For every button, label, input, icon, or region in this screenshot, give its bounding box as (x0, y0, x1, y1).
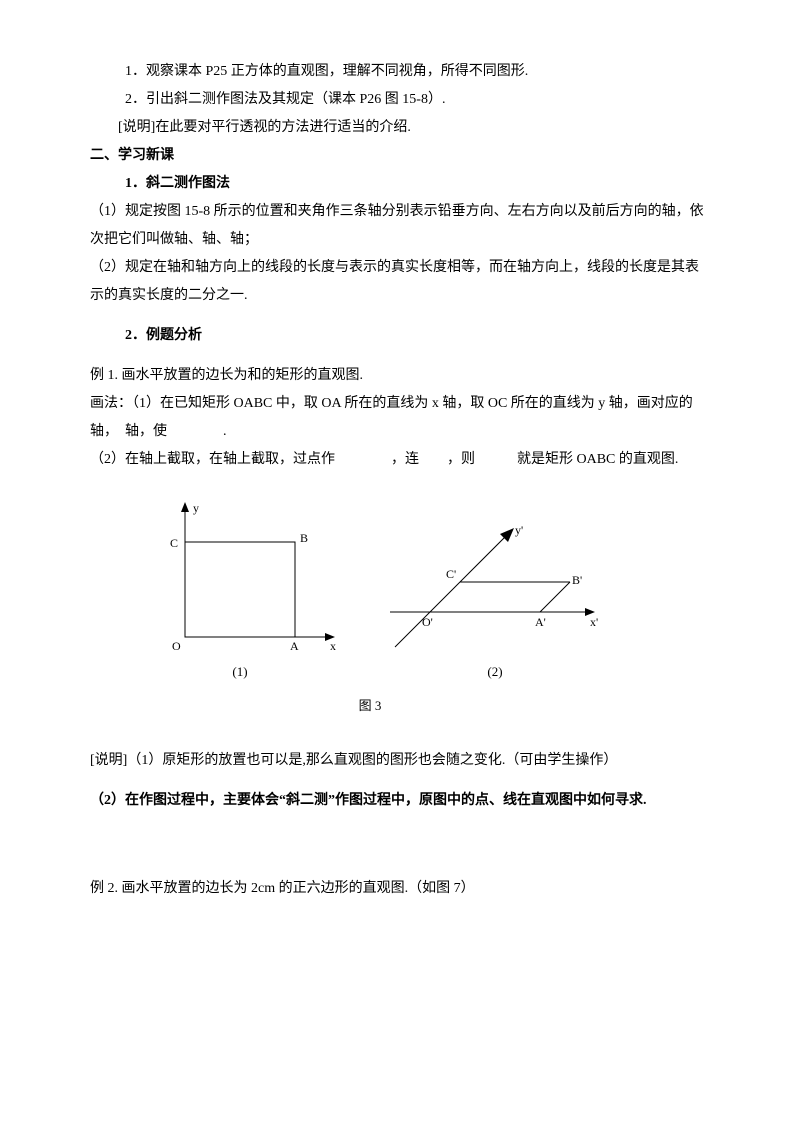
sub1-p2: （2）规定在轴和轴方向上的线段的长度与表示的真实长度相等，而在轴方向上，线段的长… (90, 254, 710, 310)
figure-3-svg: y x C B O A x' (130, 492, 610, 657)
figure-left: y x C B O A (170, 501, 336, 653)
intro-item-2: 2．引出斜二测作图法及其规定（课本 P26 图 15-8）. (90, 86, 710, 114)
page: 1．观察课本 P25 正方体的直观图，理解不同视角，所得不同图形. 2．引出斜二… (0, 0, 800, 1132)
note-text: 在此要对平行透视的方法进行适当的介绍. (155, 120, 411, 135)
pt-B: B (300, 531, 308, 545)
figure-3: y x C B O A x' (130, 492, 610, 685)
sub2-title: 2．例题分析 (90, 322, 710, 350)
ex1-method: 画法：（1）在已知矩形 OABC 中，取 OA 所在的直线为 x 轴，取 OC … (90, 390, 710, 446)
x-axis-label: x (330, 639, 336, 653)
spacer (90, 719, 710, 747)
pt-C: C (170, 536, 178, 550)
ex2-title: 例 2. 画水平放置的边长为 2cm 的正六边形的直观图.（如图 7） (90, 875, 710, 903)
spacer-2 (90, 815, 710, 875)
sub1-title: 1．斜二测作图法 (90, 170, 710, 198)
sub1-p1: （1）规定按图 15-8 所示的位置和夹角作三条轴分别表示铅垂方向、左右方向以及… (90, 198, 710, 254)
figure-sublabel-1: (1) (130, 659, 350, 685)
intro-note: [说明]在此要对平行透视的方法进行适当的介绍. (90, 114, 710, 142)
pt-Cprime: C' (446, 567, 456, 581)
pt-A: A (290, 639, 299, 653)
ex1-note: [说明]（1）原矩形的放置也可以是,那么直观图的图形也会随之变化.（可由学生操作… (90, 747, 710, 775)
ex1-title: 例 1. 画水平放置的边长为和的矩形的直观图. (90, 362, 710, 390)
xprime-axis-label: x' (590, 615, 598, 629)
figure-right: x' y' O' A' C' B' (390, 523, 598, 647)
note-label: [说明] (118, 120, 155, 135)
figure-sublabel-2: (2) (350, 659, 610, 685)
figure-sublabels: (1) (2) (130, 659, 610, 685)
intro-item-1: 1．观察课本 P25 正方体的直观图，理解不同视角，所得不同图形. (90, 58, 710, 86)
ex1-bold-note: （2）在作图过程中，主要体会“斜二测”作图过程中，原图中的点、线在直观图中如何寻… (90, 787, 710, 815)
figure-caption: 图 3 (90, 693, 610, 719)
yprime-axis-label: y' (515, 523, 523, 537)
y-axis-label: y (193, 501, 199, 515)
pt-Bprime: B' (572, 573, 582, 587)
ex1-step2: （2）在轴上截取，在轴上截取，过点作 ，连 ，则 就是矩形 OABC 的直观图. (90, 446, 710, 474)
pt-O: O (172, 639, 181, 653)
pt-Oprime: O' (422, 615, 433, 629)
section-2-heading: 二、学习新课 (90, 142, 710, 170)
pt-Aprime: A' (535, 615, 546, 629)
